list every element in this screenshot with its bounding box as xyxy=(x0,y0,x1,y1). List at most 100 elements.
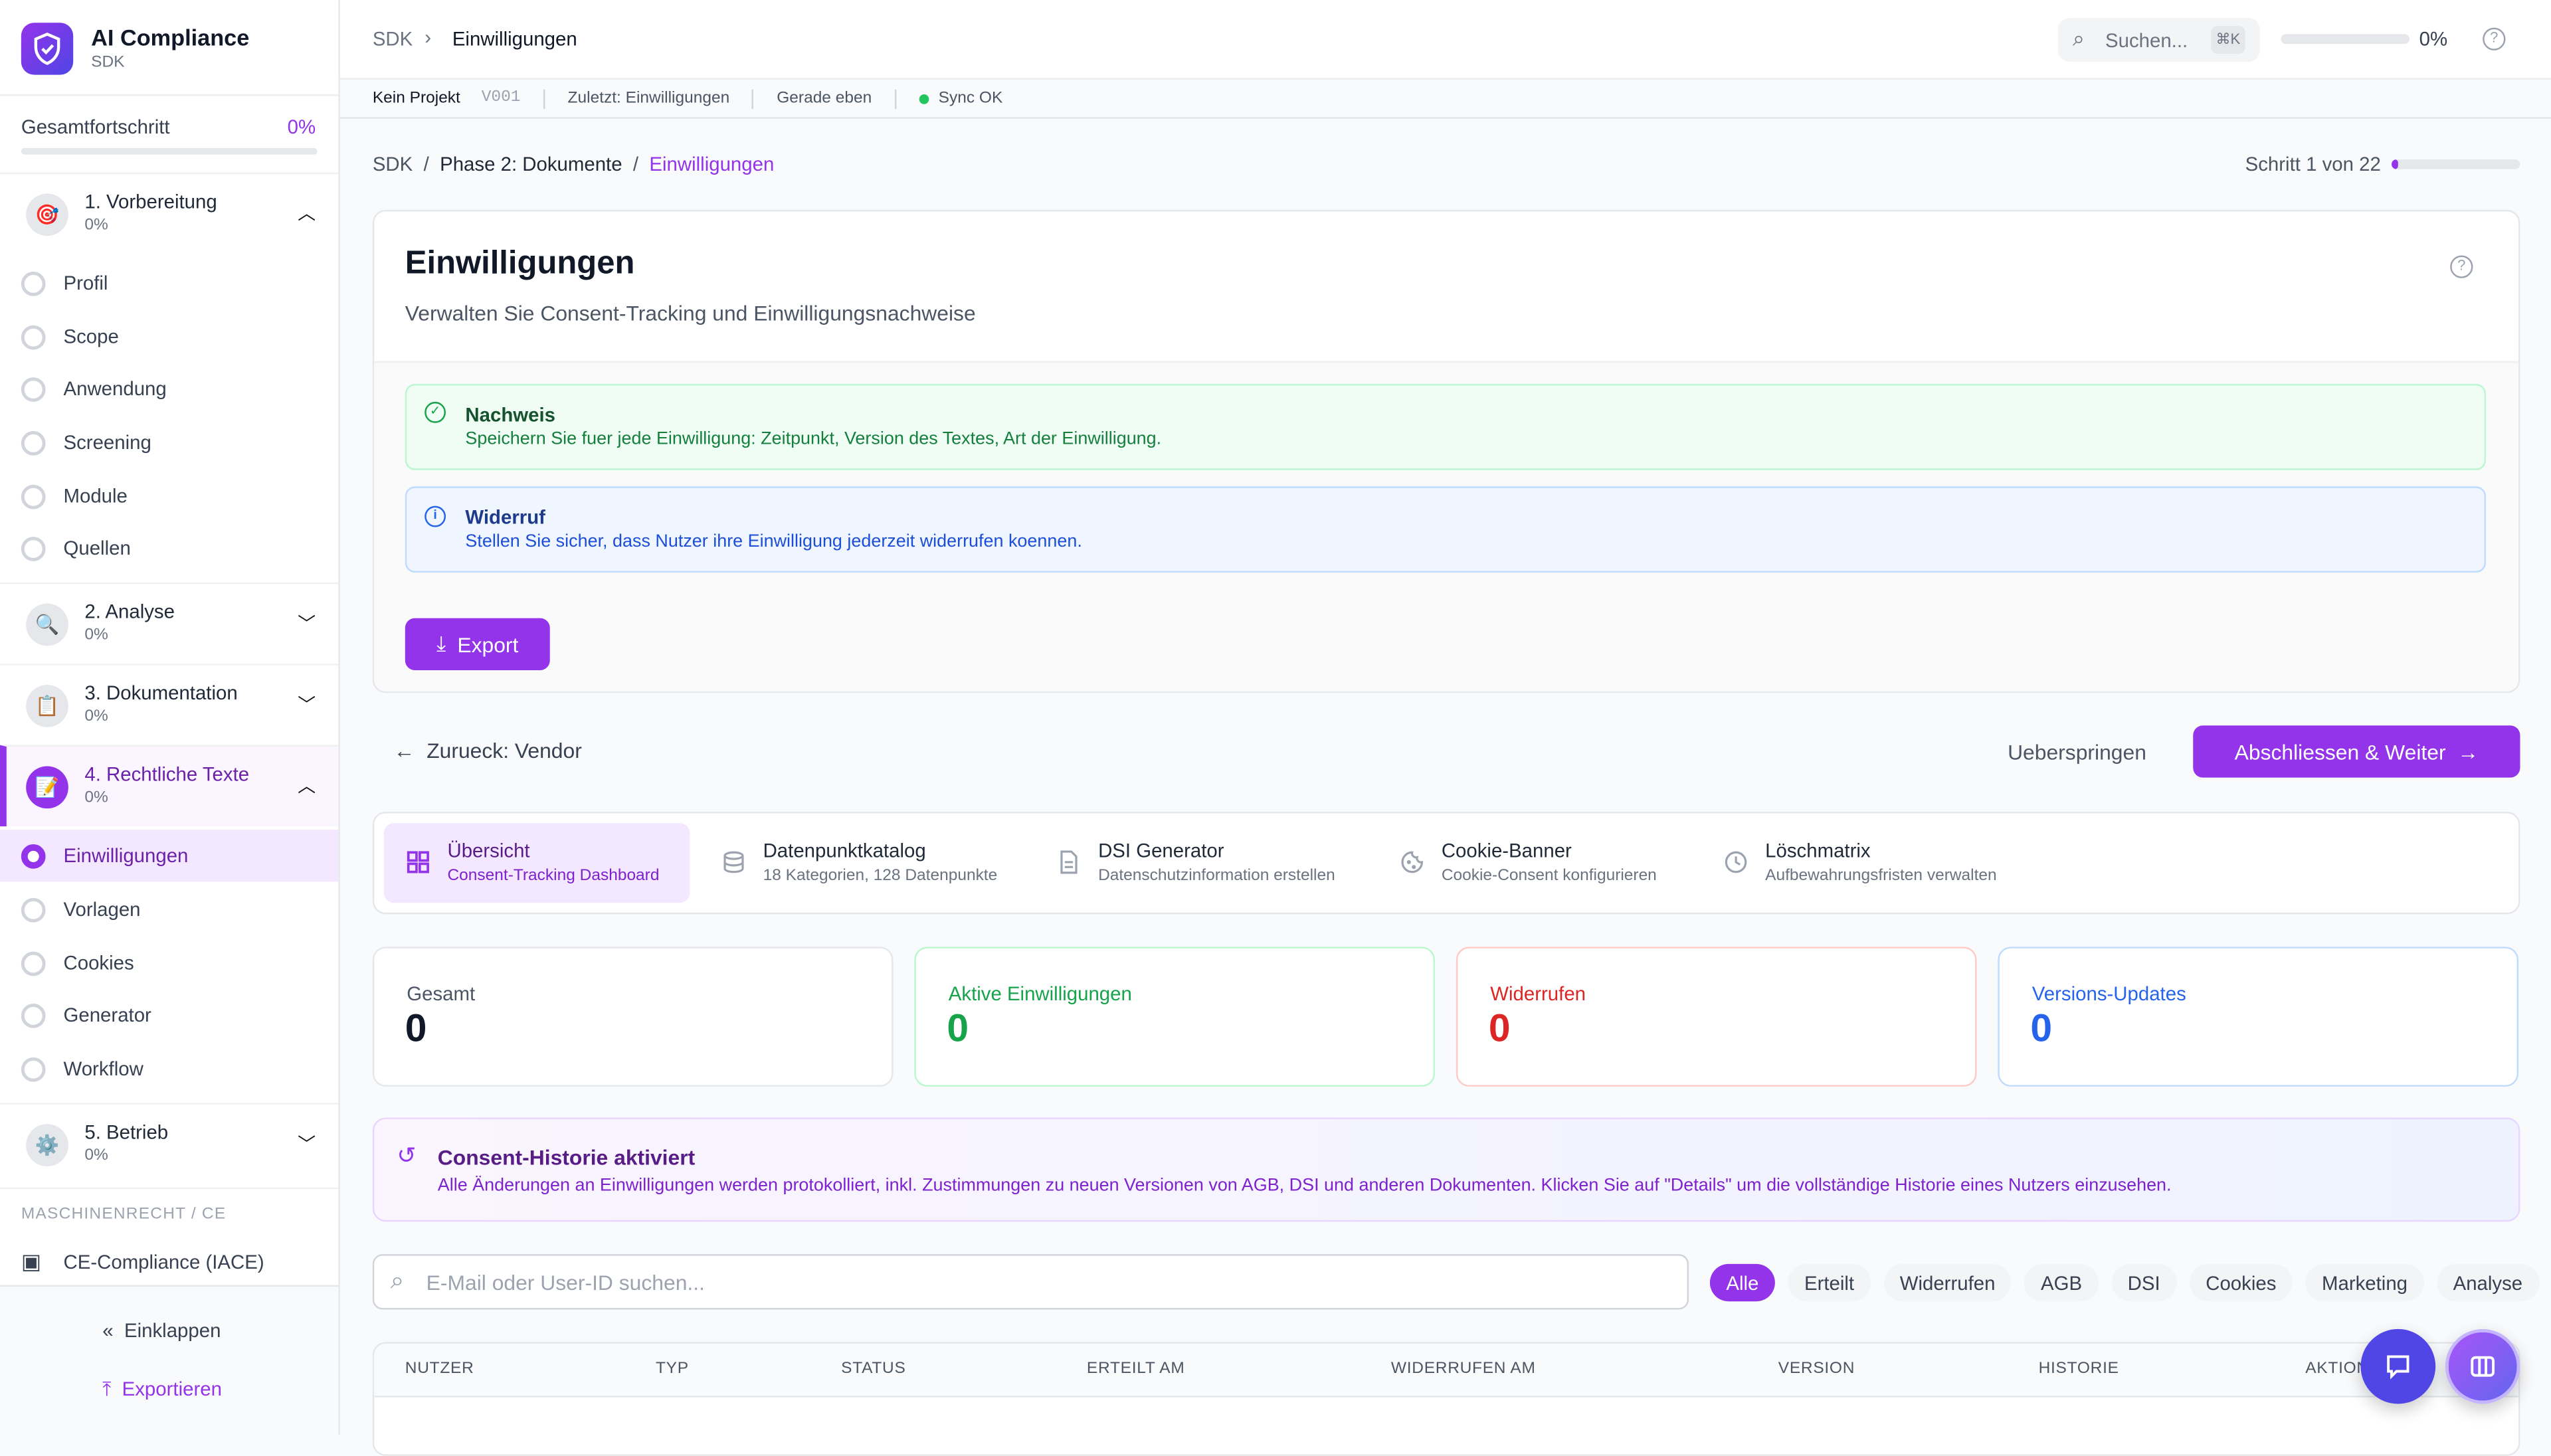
chip-analyse[interactable]: Analyse xyxy=(2437,1263,2539,1302)
sidebar-item-generator[interactable]: Generator xyxy=(0,989,338,1041)
double-chevron-left-icon: « xyxy=(102,1319,114,1342)
tab-datenpunktkatalog[interactable]: Datenpunktkatalog 18 Kategorien, 128 Date… xyxy=(721,823,997,901)
stat-value: 0 xyxy=(405,1006,427,1051)
sidebar-group-rechtliche-texte[interactable]: 📝 4. Rechtliche Texte 0% ︿ xyxy=(0,745,339,827)
search-placeholder: E-Mail oder User-ID suchen... xyxy=(426,1270,705,1295)
column-header-historie[interactable]: HISTORIE xyxy=(2038,1360,2119,1378)
chip-dsi[interactable]: DSI xyxy=(2111,1263,2177,1302)
arrow-right-icon: → xyxy=(2457,739,2479,764)
column-header-version[interactable]: VERSION xyxy=(1778,1360,1855,1378)
column-header-erteilt[interactable]: ERTEILT AM xyxy=(1086,1360,1185,1378)
panel-toggle-button[interactable] xyxy=(2445,1328,2520,1404)
export-button[interactable]: ⤓ Export xyxy=(405,618,550,670)
chip-marketing[interactable]: Marketing xyxy=(2305,1263,2424,1302)
notice-title: Nachweis xyxy=(465,403,555,426)
filter-chips: Alle Erteilt Widerrufen AGB DSI Cookies Market… xyxy=(1709,1263,2551,1302)
sidebar-item-cookies[interactable]: Cookies xyxy=(0,937,338,989)
breadcrumb: SDK / Phase 2: Dokumente / Einwilligunge… xyxy=(372,153,775,176)
export-label: Export xyxy=(457,632,519,657)
sidebar-group-betrieb[interactable]: ⚙️ 5. Betrieb 0% ﹀ xyxy=(0,1103,339,1187)
download-icon: ⤓ xyxy=(436,631,446,656)
item-label: Profil xyxy=(63,271,108,295)
chip-erteilt[interactable]: Erteilt xyxy=(1788,1263,1871,1302)
stat-label: Aktive Einwilligungen xyxy=(948,982,1132,1006)
check-circle-icon: ✓ xyxy=(425,401,446,423)
status-circle-icon xyxy=(21,324,46,349)
search-icon: ⌕ xyxy=(390,1267,405,1295)
chip-widerrufen[interactable]: Widerrufen xyxy=(1883,1263,2012,1302)
overall-progress-value: 0% xyxy=(287,115,316,139)
header-crumb-root[interactable]: SDK xyxy=(372,27,413,50)
collapse-sidebar-button[interactable]: « Einklappen xyxy=(102,1319,221,1342)
notice-text: Stellen Sie sicher, dass Nutzer ihre Ein… xyxy=(465,531,1082,552)
column-header-status[interactable]: STATUS xyxy=(841,1360,906,1378)
chip-agb[interactable]: AGB xyxy=(2024,1263,2099,1302)
last-visited: Zuletzt: Einwilligungen xyxy=(567,89,730,108)
status-circle-icon xyxy=(21,376,46,401)
info-icon: i xyxy=(425,505,446,527)
complete-next-button[interactable]: Abschliessen & Weiter → xyxy=(2193,725,2520,778)
sidebar-group-analyse[interactable]: 🔍 2. Analyse 0% ﹀ xyxy=(0,582,339,664)
tab-cookie-banner[interactable]: Cookie-Banner Cookie-Consent konfiguriere… xyxy=(1399,823,1657,901)
header-progress-bar xyxy=(2281,34,2409,45)
global-search[interactable]: ⌕ Suchen... ⌘K xyxy=(2057,17,2260,62)
shield-logo-icon xyxy=(21,23,74,75)
tab-loeschmatrix[interactable]: Löschmatrix Aufbewahrungsfristen verwalte… xyxy=(1723,823,1997,901)
chip-alle[interactable]: Alle xyxy=(1709,1263,1775,1302)
sidebar-item-quellen[interactable]: Quellen xyxy=(0,522,338,574)
sidebar-item-screening[interactable]: Screening xyxy=(0,416,338,468)
status-circle-icon xyxy=(21,535,46,561)
page-help-icon[interactable]: ? xyxy=(2450,255,2473,278)
status-circle-icon xyxy=(21,897,46,922)
sidebar-group-vorbereitung[interactable]: 🎯 1. Vorbereitung 0% ︿ xyxy=(0,172,339,254)
breadcrumb-sdk[interactable]: SDK xyxy=(372,153,413,176)
sync-status: Sync OK xyxy=(938,89,1003,108)
item-label: Module xyxy=(63,484,128,508)
help-icon[interactable]: ? xyxy=(2483,27,2506,50)
stat-value: 0 xyxy=(947,1006,969,1051)
sidebar-item-ce-compliance[interactable]: ▣ CE-Compliance (IACE) xyxy=(0,1236,338,1288)
app-title: AI Compliance xyxy=(91,24,250,50)
collapse-label: Einklappen xyxy=(124,1319,221,1342)
cookie-icon xyxy=(1401,851,1424,873)
column-header-nutzer[interactable]: NUTZER xyxy=(405,1360,474,1378)
column-header-widerrufen[interactable]: WIDERRUFEN AM xyxy=(1390,1360,1536,1378)
columns-icon xyxy=(2471,1356,2495,1377)
group-label: 1. Vorbereitung xyxy=(84,190,217,213)
tab-bar xyxy=(372,812,2520,915)
sidebar-item-scope[interactable]: Scope xyxy=(0,311,338,363)
tab-subtitle: Datenschutzinformation erstellen xyxy=(1098,867,1335,885)
back-label: Zurueck: Vendor xyxy=(426,738,582,763)
sidebar-item-anwendung[interactable]: Anwendung xyxy=(0,363,338,414)
status-circle-icon xyxy=(21,1056,46,1081)
chip-cookies[interactable]: Cookies xyxy=(2189,1263,2293,1302)
group-progress: 0% xyxy=(84,216,108,234)
sidebar-item-vorlagen[interactable]: Vorlagen xyxy=(0,883,338,935)
notice-widerruf: i Widerruf Stellen Sie sicher, dass Nutz… xyxy=(405,486,2487,573)
item-label: Workflow xyxy=(63,1057,143,1081)
skip-button[interactable]: Ueberspringen xyxy=(2008,740,2146,765)
sidebar-item-profil[interactable]: Profil xyxy=(0,257,338,309)
stat-widerrufen: Widerrufen 0 xyxy=(1456,947,1977,1087)
sidebar-item-workflow[interactable]: Workflow xyxy=(0,1043,338,1095)
back-button[interactable]: ← Zurueck: Vendor xyxy=(394,739,582,763)
status-circle-icon xyxy=(21,951,46,976)
chat-button[interactable] xyxy=(2360,1328,2436,1404)
clock-icon xyxy=(1725,851,1747,873)
tab-dsi-generator[interactable]: DSI Generator Datenschutzinformation erst… xyxy=(1056,823,1335,901)
sidebar-group-dokumentation[interactable]: 📋 3. Dokumentation 0% ﹀ xyxy=(0,664,339,745)
history-text: Alle Änderungen an Einwilligungen werden… xyxy=(437,1176,2172,1196)
tab-title: Cookie-Banner xyxy=(1441,839,1572,862)
sidebar-item-module[interactable]: Module xyxy=(0,470,338,522)
breadcrumb-phase[interactable]: Phase 2: Dokumente xyxy=(440,153,622,176)
consent-table xyxy=(372,1342,2520,1456)
group-label: 5. Betrieb xyxy=(84,1121,169,1144)
page-subtitle: Verwalten Sie Consent-Tracking und Einwi… xyxy=(405,301,976,325)
chevron-down-icon: ﹀ xyxy=(298,696,316,716)
column-header-typ[interactable]: TYP xyxy=(655,1360,689,1378)
export-sidebar-button[interactable]: ⤒ Exportieren xyxy=(102,1378,222,1402)
tab-uebersicht[interactable]: Übersicht Consent-Tracking Dashboard xyxy=(405,823,659,901)
stat-label: Versions-Updates xyxy=(2031,982,2186,1006)
sidebar-item-einwilligungen[interactable]: Einwilligungen xyxy=(0,829,339,882)
user-search-input[interactable]: ⌕ E-Mail oder User-ID suchen... xyxy=(372,1254,1689,1310)
